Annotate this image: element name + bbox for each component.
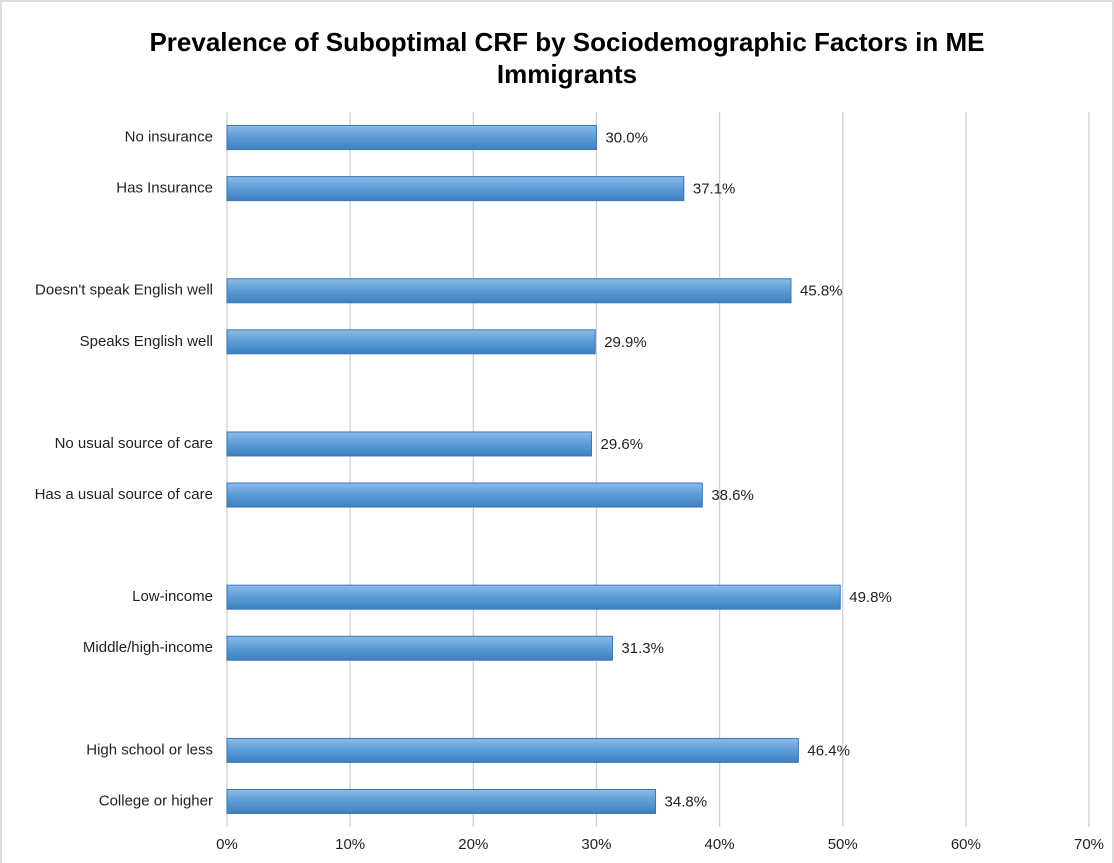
y-tick-label: Has Insurance bbox=[116, 180, 213, 197]
y-tick-label: No usual source of care bbox=[55, 435, 213, 452]
x-tick-label: 20% bbox=[458, 836, 488, 853]
x-tick-label: 0% bbox=[216, 836, 238, 853]
value-label: 31.3% bbox=[621, 640, 664, 657]
bar bbox=[226, 431, 593, 457]
value-label: 29.6% bbox=[601, 436, 644, 453]
bar bbox=[226, 737, 799, 763]
chart-title: Prevalence of Suboptimal CRF by Sociodem… bbox=[149, 27, 985, 89]
y-tick-label: No insurance bbox=[125, 129, 213, 146]
x-tick-label: 70% bbox=[1074, 836, 1104, 853]
bar bbox=[226, 329, 596, 355]
bar bbox=[226, 788, 657, 814]
y-tick-label: Doesn't speak English well bbox=[35, 282, 213, 299]
y-tick-label: Speaks English well bbox=[80, 333, 213, 350]
y-tick-label: College or higher bbox=[99, 792, 213, 809]
x-tick-label: 30% bbox=[581, 836, 611, 853]
bar bbox=[226, 584, 841, 610]
value-label: 34.8% bbox=[665, 793, 708, 810]
y-tick-label: Low-income bbox=[132, 588, 213, 605]
value-label: 46.4% bbox=[807, 742, 850, 759]
x-tick-label: 50% bbox=[828, 836, 858, 853]
x-tick-label: 60% bbox=[951, 836, 981, 853]
bar bbox=[226, 125, 597, 151]
value-label: 38.6% bbox=[711, 487, 754, 504]
value-label: 37.1% bbox=[693, 181, 736, 198]
y-tick-label: Has a usual source of care bbox=[35, 486, 213, 503]
bar bbox=[226, 482, 703, 508]
bar bbox=[226, 176, 685, 202]
x-tick-label: 10% bbox=[335, 836, 365, 853]
value-label: 45.8% bbox=[800, 283, 843, 300]
y-tick-label: Middle/high-income bbox=[83, 639, 213, 656]
value-label: 49.8% bbox=[849, 589, 892, 606]
value-label: 30.0% bbox=[605, 130, 648, 147]
value-label: 29.9% bbox=[604, 334, 647, 351]
bar bbox=[226, 278, 792, 304]
bar bbox=[226, 635, 613, 661]
y-tick-label: High school or less bbox=[86, 741, 213, 758]
x-tick-label: 40% bbox=[705, 836, 735, 853]
